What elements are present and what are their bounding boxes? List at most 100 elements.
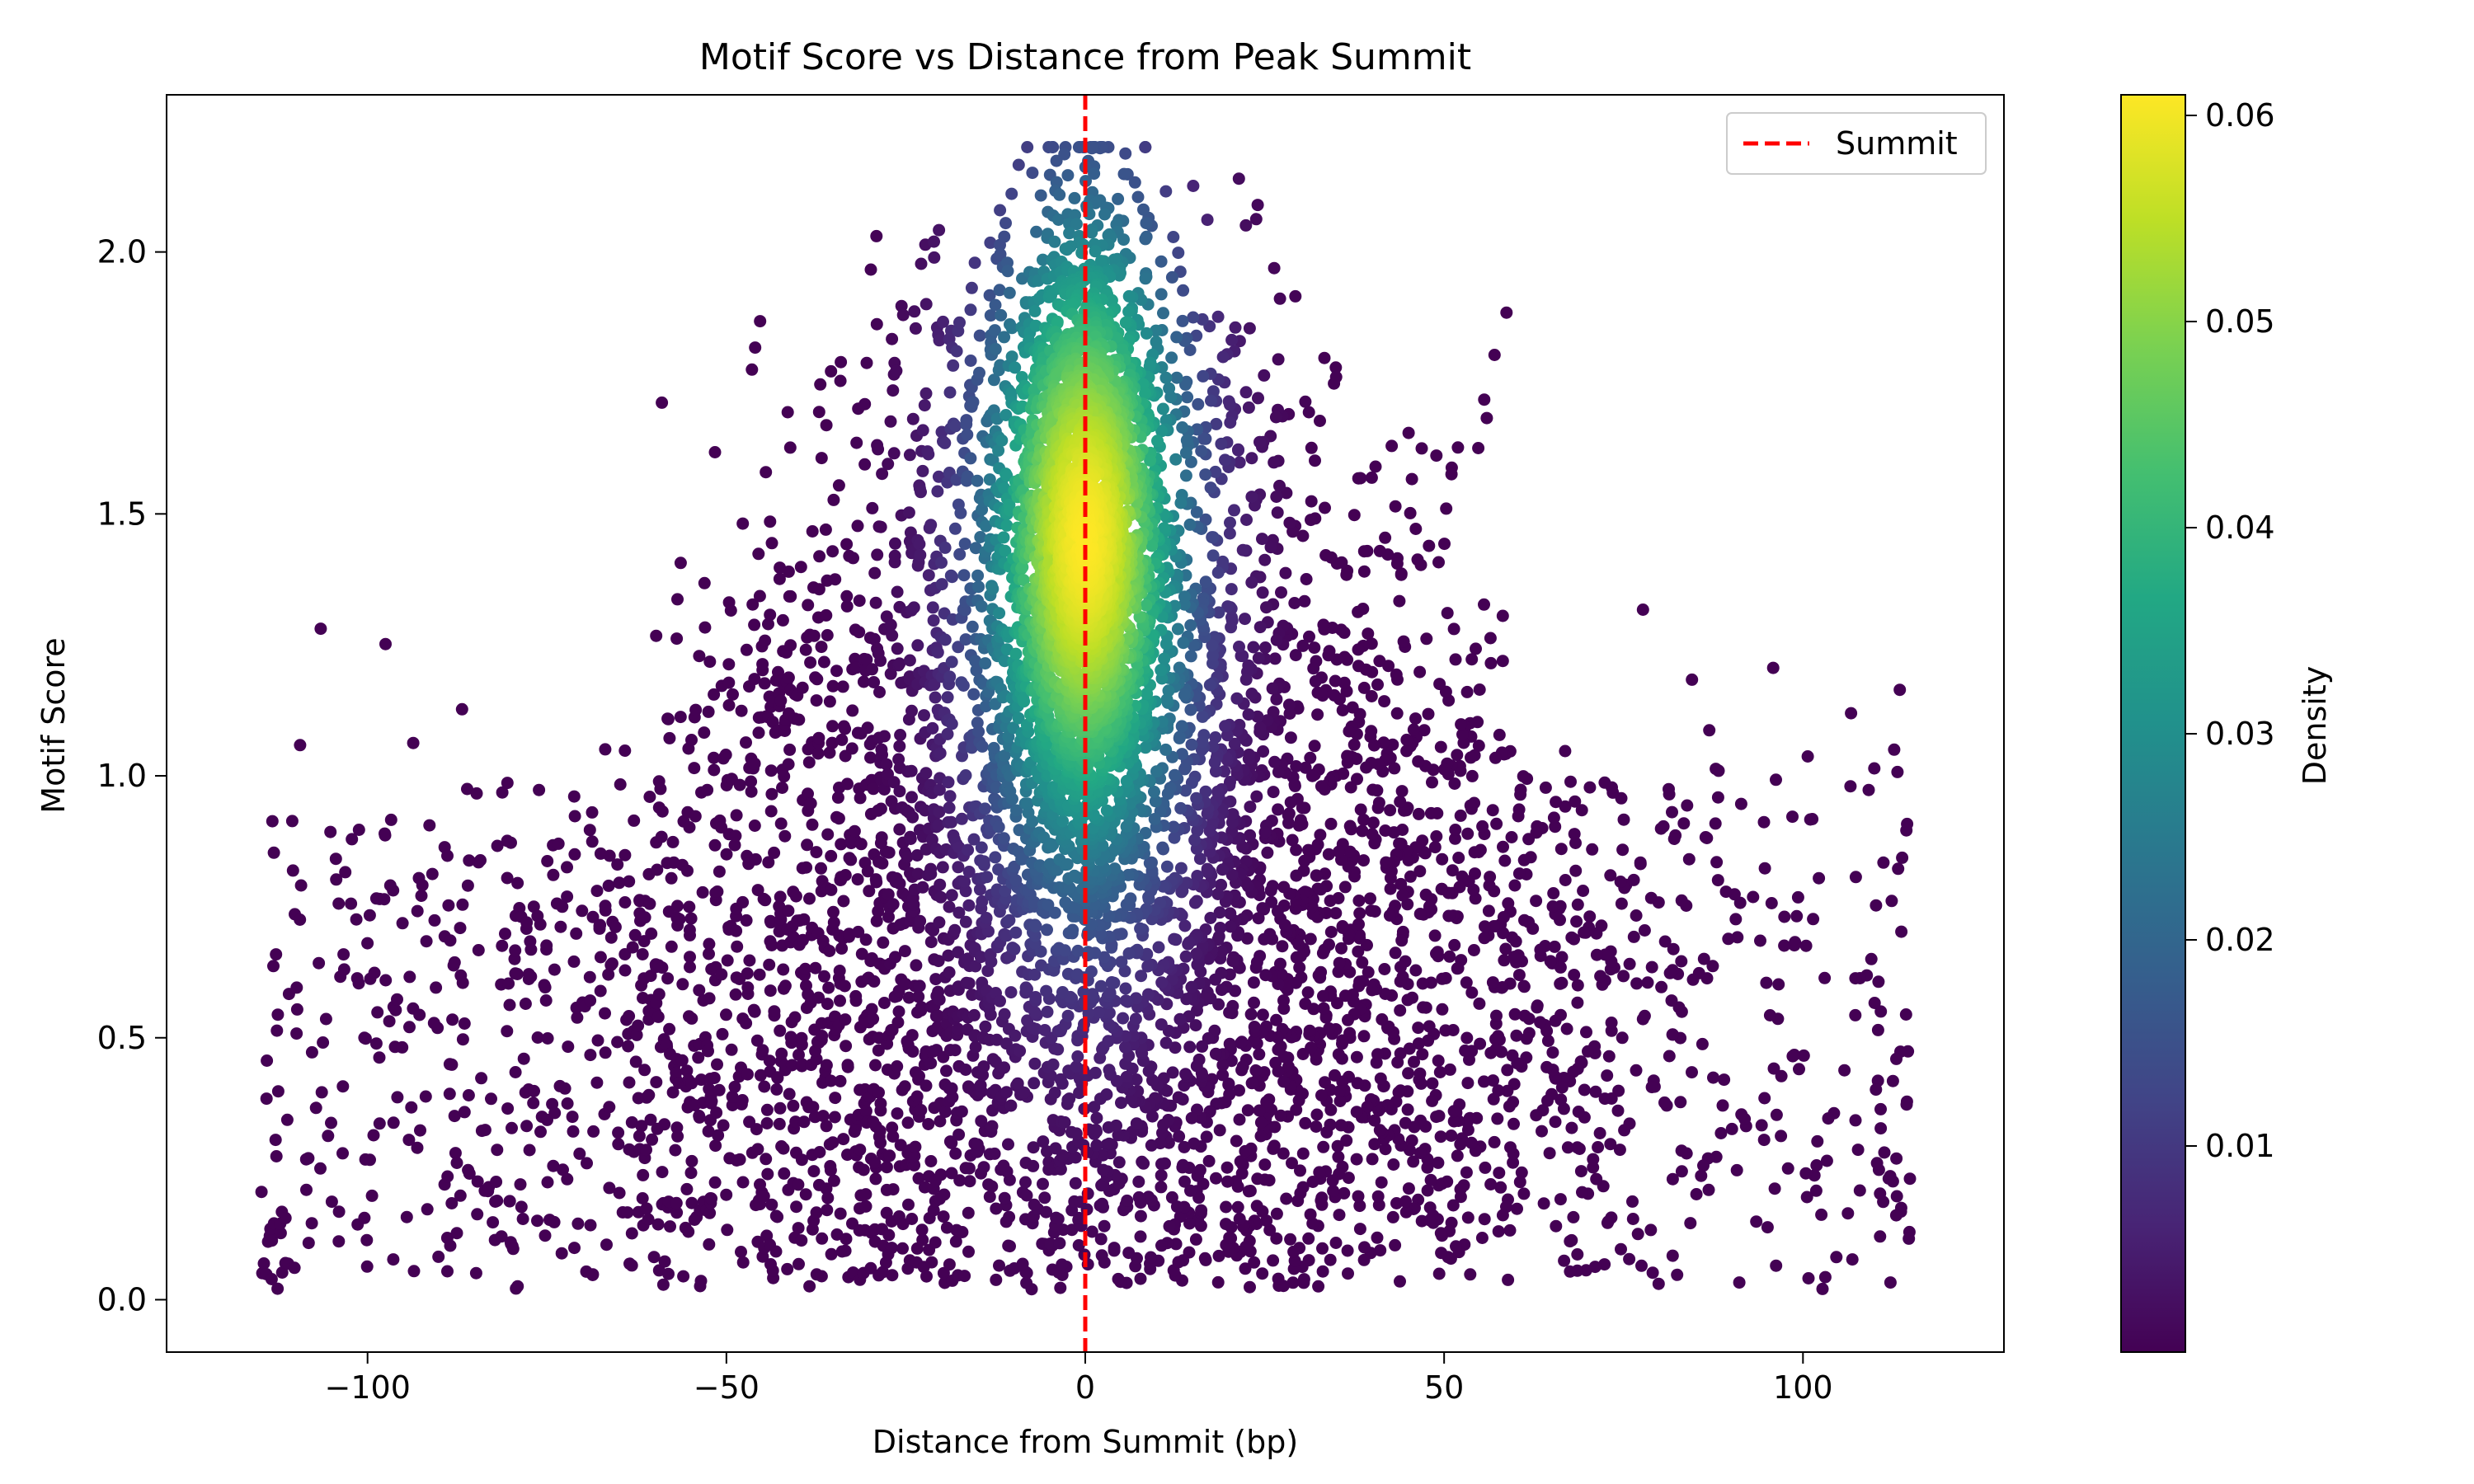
scatter-point (797, 1115, 811, 1129)
scatter-point (934, 1168, 948, 1181)
scatter-point (1630, 977, 1644, 990)
scatter-point (769, 1245, 783, 1258)
scatter-point (781, 406, 794, 419)
scatter-point (852, 925, 865, 938)
scatter-point (1576, 1186, 1588, 1199)
scatter-point (925, 833, 938, 846)
scatter-point (896, 308, 910, 322)
scatter-point (1716, 1099, 1729, 1112)
scatter-point (1329, 907, 1343, 920)
scatter-point (1465, 986, 1479, 999)
scatter-point (768, 846, 781, 859)
scatter-point (618, 744, 632, 757)
scatter-point (825, 1247, 838, 1261)
scatter-point (1128, 176, 1141, 189)
scatter-point (1253, 621, 1267, 634)
scatter-point (1703, 724, 1716, 737)
scatter-point (1316, 946, 1329, 960)
scatter-point (1419, 888, 1432, 901)
scatter-point (1791, 890, 1804, 904)
scatter-point (1357, 681, 1371, 694)
scatter-point (594, 984, 607, 998)
scatter-point (270, 1150, 283, 1162)
scatter-point (389, 1003, 402, 1017)
scatter-point (1234, 1155, 1247, 1168)
scatter-point (1536, 1125, 1548, 1138)
scatter-point (926, 601, 939, 614)
scatter-point (840, 538, 854, 551)
scatter-point (1185, 738, 1198, 751)
scatter-point (1449, 653, 1462, 666)
scatter-point (724, 604, 737, 617)
scatter-point (1702, 1183, 1715, 1196)
scatter-point (782, 758, 795, 771)
scatter-point (1517, 770, 1530, 783)
scatter-point (1141, 960, 1155, 973)
scatter-point (1090, 1139, 1103, 1152)
scatter-point (1412, 1037, 1425, 1050)
scatter-point (1579, 1264, 1592, 1277)
scatter-point (698, 726, 711, 740)
scatter-point (1302, 843, 1315, 857)
scatter-point (985, 1120, 999, 1133)
scatter-point (1303, 1024, 1316, 1037)
scatter-point (961, 470, 974, 483)
scatter-point (1395, 785, 1409, 798)
scatter-point (1365, 471, 1378, 484)
scatter-point (1061, 243, 1074, 256)
scatter-point (1305, 514, 1317, 527)
scatter-point (1491, 1112, 1504, 1125)
scatter-point (902, 991, 915, 1004)
scatter-point (455, 702, 468, 716)
scatter-point (684, 1167, 698, 1180)
scatter-point (962, 1162, 976, 1175)
scatter-point (839, 1244, 852, 1257)
scatter-point (1589, 1085, 1602, 1098)
scatter-point (1666, 1249, 1679, 1262)
scatter-point (1554, 1093, 1568, 1106)
scatter-point (548, 1106, 562, 1120)
scatter-point (887, 384, 900, 397)
scatter-point (1190, 791, 1203, 805)
scatter-point (994, 994, 1006, 1007)
scatter-point (998, 749, 1011, 763)
scatter-point (1201, 862, 1214, 876)
scatter-point (953, 547, 967, 561)
scatter-point (651, 863, 664, 876)
scatter-point (387, 1253, 400, 1266)
scatter-point (640, 1144, 652, 1157)
scatter-point (501, 1102, 515, 1115)
scatter-point (950, 345, 963, 358)
scatter-point (922, 569, 935, 582)
scatter-point (671, 899, 684, 913)
scatter-point (1117, 233, 1130, 247)
scatter-point (976, 895, 989, 908)
scatter-point (980, 912, 993, 924)
scatter-point (1434, 1130, 1447, 1144)
scatter-point (644, 1113, 657, 1126)
scatter-point (911, 867, 924, 881)
scatter-point (1583, 781, 1597, 794)
scatter-point (1267, 786, 1280, 799)
scatter-point (1250, 956, 1263, 969)
scatter-point (839, 1013, 852, 1026)
scatter-point (909, 1140, 922, 1153)
scatter-point (1564, 1265, 1577, 1278)
scatter-point (1021, 1014, 1034, 1027)
scatter-point (1004, 1240, 1016, 1253)
scatter-point (1155, 288, 1168, 301)
scatter-point (929, 691, 942, 704)
scatter-point (383, 1015, 396, 1028)
scatter-point (905, 764, 918, 777)
scatter-point (809, 961, 822, 974)
scatter-point (893, 740, 906, 753)
scatter-point (778, 979, 792, 993)
scatter-point (1134, 1272, 1147, 1285)
scatter-point (902, 1198, 915, 1211)
scatter-point (1071, 1050, 1084, 1063)
scatter-point (962, 843, 975, 857)
scatter-point (1028, 1198, 1041, 1211)
scatter-point (1472, 740, 1485, 752)
scatter-point (1788, 939, 1801, 952)
scatter-point (1436, 972, 1449, 985)
